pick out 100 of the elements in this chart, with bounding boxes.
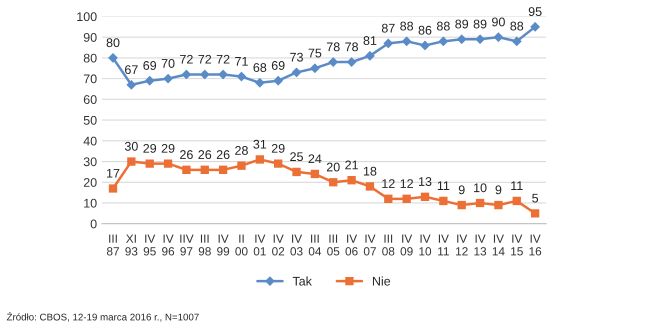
data-label: 72 — [198, 54, 212, 64]
data-label: 30 — [124, 142, 138, 151]
x-tick-label: IV 03 — [290, 234, 303, 256]
data-label: 71 — [235, 57, 248, 66]
data-label: 21 — [345, 160, 358, 170]
data-label: 29 — [162, 144, 174, 153]
point — [512, 196, 521, 206]
x-tick-label: II 00 — [235, 234, 248, 256]
point — [218, 70, 228, 80]
x-tick-label: IIV 97 — [180, 234, 194, 256]
point — [164, 159, 172, 168]
point — [292, 168, 301, 176]
point — [329, 178, 338, 186]
x-tick-label: IV 14 — [492, 234, 505, 256]
y-tick-label: 20 — [84, 178, 97, 187]
point — [512, 36, 522, 46]
data-label: 88 — [400, 22, 414, 31]
point — [237, 162, 246, 170]
point — [108, 53, 118, 63]
data-label: 95 — [528, 7, 542, 16]
legend-label: Tak — [292, 276, 312, 286]
x-tick-label: IV 11 — [438, 234, 449, 256]
data-label: 70 — [162, 58, 175, 68]
point — [384, 194, 392, 204]
y-tick-label: 60 — [84, 95, 97, 104]
point — [182, 70, 192, 80]
point — [256, 155, 264, 164]
data-label: 26 — [198, 150, 212, 160]
x-tick-label: IV 06 — [345, 234, 358, 256]
x-tick-label: IV 99 — [217, 234, 230, 256]
data-label: 26 — [180, 150, 193, 160]
data-label: 20 — [326, 162, 340, 172]
point — [494, 32, 504, 42]
point — [255, 78, 264, 88]
point — [530, 209, 540, 218]
point — [420, 40, 430, 50]
data-label: 88 — [510, 22, 524, 31]
data-label: 26 — [216, 150, 230, 160]
data-label: 75 — [308, 48, 322, 58]
data-label: 89 — [455, 20, 468, 28]
data-label: 68 — [254, 63, 266, 72]
data-label: 89 — [474, 20, 486, 28]
point — [182, 166, 191, 174]
x-tick-label: IV 15 — [511, 234, 523, 256]
legend-label: Nie — [372, 276, 390, 286]
x-tick-label: III 05 — [327, 234, 340, 256]
point — [366, 182, 374, 191]
point — [402, 36, 412, 46]
point — [218, 166, 228, 174]
data-label: 18 — [364, 166, 376, 176]
point — [402, 194, 411, 204]
x-tick-label: III 87 — [106, 234, 119, 256]
data-label: 11 — [511, 181, 523, 190]
point — [438, 36, 448, 46]
point — [458, 200, 466, 210]
point — [145, 76, 154, 86]
data-label: 69 — [143, 61, 156, 70]
data-label: 72 — [180, 54, 193, 64]
x-tick-label: III 04 — [308, 234, 322, 256]
x-tick-label: IV 09 — [400, 234, 413, 256]
point — [439, 196, 448, 206]
point — [347, 176, 356, 184]
data-label: 78 — [326, 42, 340, 52]
y-tick-label: 100 — [77, 12, 97, 22]
point — [476, 198, 484, 208]
data-label: 5 — [532, 194, 538, 203]
point — [494, 200, 503, 210]
point — [310, 64, 320, 73]
y-tick-label: 90 — [84, 32, 97, 42]
data-label: 87 — [382, 24, 395, 33]
x-tick-label: IV 96 — [162, 234, 174, 256]
point — [108, 184, 118, 193]
point — [365, 51, 375, 60]
data-label: 81 — [364, 36, 376, 46]
y-tick-label: 0 — [90, 220, 97, 228]
text: Źródło: CBOS, 12-19 marca 2016 r., N=1007 — [6, 312, 199, 322]
point — [475, 34, 485, 44]
data-label: 88 — [436, 22, 450, 31]
point — [310, 170, 320, 178]
x-tick-label: IV 16 — [529, 234, 542, 256]
x-tick-label: XI 93 — [125, 234, 138, 256]
x-tick-label: IV 13 — [474, 234, 486, 256]
data-label: 73 — [290, 52, 303, 62]
data-label: 86 — [418, 26, 432, 35]
x-tick-label: IV 01 — [254, 234, 266, 256]
data-label: 29 — [272, 144, 285, 153]
point — [530, 22, 540, 32]
point — [163, 74, 173, 84]
point — [328, 57, 338, 67]
data-label: 80 — [106, 38, 120, 48]
point — [346, 57, 356, 67]
point — [274, 159, 282, 168]
data-label: 10 — [474, 183, 487, 192]
x-tick-label: IV 02 — [272, 234, 284, 256]
y-tick-label: 50 — [84, 116, 97, 125]
data-label: 25 — [290, 152, 303, 162]
data-label: 24 — [308, 154, 322, 164]
x-tick-label: III 98 — [198, 234, 211, 256]
data-label: 12 — [382, 179, 395, 188]
data-label: 90 — [492, 18, 505, 26]
